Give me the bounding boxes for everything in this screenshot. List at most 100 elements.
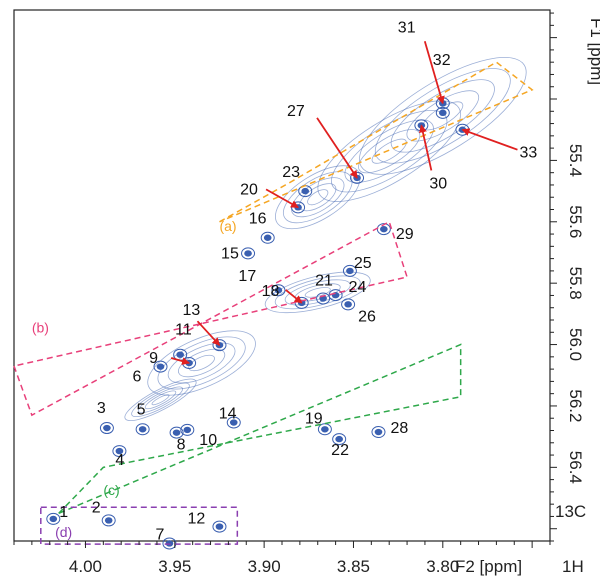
peak-19	[321, 426, 329, 433]
peak-17	[274, 287, 283, 294]
highlight-regions: (a) (b) (c) (d)	[13, 61, 534, 545]
peak-contour-2	[101, 514, 116, 527]
peak-28	[374, 428, 383, 436]
peak-4	[115, 447, 124, 455]
peak-2	[104, 517, 113, 524]
peak-labels: 1 234567891011121314151617181920212223242…	[59, 19, 537, 543]
peak-label-13: 13	[182, 302, 200, 319]
y-tick-label: 55.8	[566, 267, 585, 300]
arrow-20	[265, 188, 299, 209]
peak-contour-3	[99, 422, 114, 435]
y-tick-label: 55.6	[566, 205, 585, 238]
peak-label-9: 9	[149, 350, 158, 367]
peak-contour-19	[317, 423, 332, 436]
peak-label-33: 33	[519, 145, 537, 162]
peak-contour-22	[332, 433, 347, 446]
peak-contour-8	[169, 426, 184, 439]
x-tick-label: 3.85	[337, 557, 370, 576]
peak-26	[344, 301, 352, 308]
peak-label-18: 18	[262, 283, 280, 300]
contour-ring	[331, 110, 448, 193]
x-tick-label: 3.95	[158, 557, 191, 576]
peak-27	[353, 174, 361, 182]
peak-label-25: 25	[354, 255, 372, 272]
x-tick-label: 4.00	[69, 557, 102, 576]
y-tick-label: 56.4	[566, 451, 585, 484]
x-axis: 4.00 3.95 3.90 3.85 3.80	[13, 541, 551, 576]
x-axis-title: F2 [ppm]	[455, 557, 522, 576]
peak-label-6: 6	[133, 369, 142, 386]
region-1	[219, 61, 534, 223]
arrow-27	[316, 117, 358, 179]
peak-15	[244, 250, 252, 257]
region-3	[58, 343, 462, 515]
peak-label-8: 8	[177, 437, 186, 454]
contour-ring	[317, 100, 461, 202]
peak-contour-28	[371, 426, 386, 439]
arrow-31	[423, 41, 445, 105]
peak-24	[331, 291, 340, 299]
region-4	[40, 506, 239, 545]
peak-label-24: 24	[349, 279, 367, 296]
region-label-1: (a)	[219, 218, 236, 234]
contour-ring	[178, 348, 226, 378]
peak-contour-12	[212, 520, 227, 533]
peak-contour-6	[153, 360, 168, 373]
contour-ring	[371, 138, 407, 164]
contour-ring	[374, 68, 511, 164]
peak-contour-26	[341, 298, 356, 311]
contour-ring	[131, 382, 190, 418]
arrow-13	[196, 320, 221, 346]
peak-contour-1	[46, 512, 61, 525]
peak-label-11: 11	[175, 322, 192, 339]
peak-label-22: 22	[331, 442, 349, 459]
peak-contour-14	[226, 416, 241, 429]
peak-label-2: 2	[92, 499, 101, 516]
peak-contour-10	[180, 423, 195, 436]
peak-label-16: 16	[249, 211, 267, 228]
contour-ring	[291, 177, 345, 218]
peak-label-30: 30	[429, 175, 447, 192]
peak-label-29: 29	[396, 226, 414, 243]
peak-label-7: 7	[155, 526, 164, 543]
peak-contour-15	[241, 247, 256, 260]
peak-5	[138, 426, 147, 433]
peak-32	[439, 109, 447, 117]
contour-ring	[124, 378, 197, 421]
y-axis-title: F1 [ppm]	[587, 18, 600, 85]
peak-label-3: 3	[97, 400, 106, 417]
contour-blobs	[124, 57, 527, 421]
region-label-2: (b)	[32, 319, 49, 335]
peak-label-19: 19	[305, 410, 323, 427]
arrow-9	[170, 357, 191, 365]
contour-ring	[147, 330, 256, 396]
contour-ring	[304, 287, 331, 298]
peak-contour-21	[316, 292, 331, 305]
y-tick-label: 56.2	[566, 389, 585, 422]
peak-contour-29	[376, 223, 391, 236]
region-label-4: (d)	[55, 524, 72, 540]
peak-arrows	[170, 41, 518, 365]
peak-14	[229, 419, 238, 426]
contour-ring	[144, 390, 177, 410]
peak-label-20: 20	[240, 181, 258, 198]
peak-6	[156, 363, 165, 370]
peak-label-4: 4	[115, 452, 124, 469]
peak-label-17: 17	[238, 268, 256, 285]
x-tick-label: 3.90	[248, 557, 281, 576]
peak-contour-25	[342, 264, 357, 277]
contour-ring	[284, 279, 351, 306]
y-tick-label: 55.4	[566, 144, 585, 177]
peak-16	[263, 234, 272, 241]
arrow-18	[285, 289, 303, 304]
peak-contour-16	[260, 231, 275, 244]
peak-label-26: 26	[358, 308, 376, 325]
peak-label-32: 32	[433, 52, 451, 69]
peak-contour-32	[435, 106, 450, 119]
peak-22	[335, 435, 343, 443]
region-label-3: (c)	[103, 482, 119, 498]
peak-12	[215, 523, 224, 530]
x-tick-label: 3.80	[426, 557, 459, 576]
contour-ring	[390, 79, 495, 153]
